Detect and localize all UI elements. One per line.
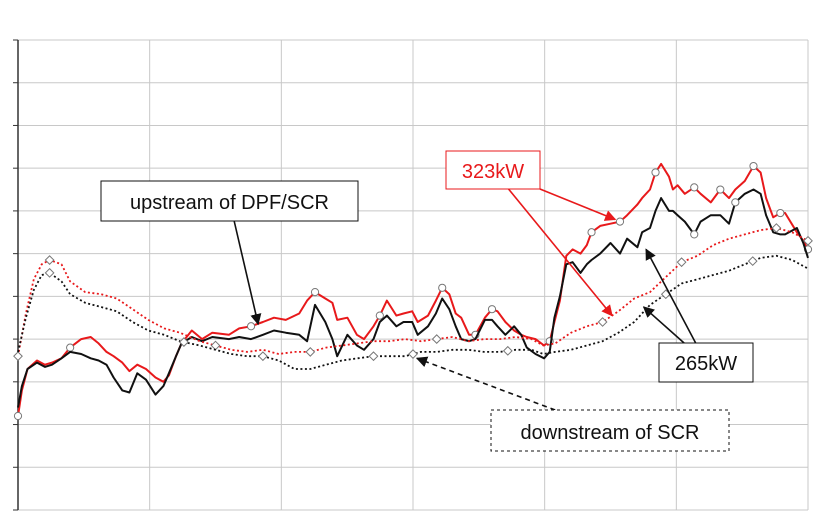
data-point-dn265: [178, 337, 189, 347]
data-point-dn265: [408, 349, 418, 359]
data-point-up323: [487, 305, 497, 314]
data-point-up323: [690, 183, 699, 192]
data-point-up323: [375, 311, 384, 320]
annotation-arrow-r323: [539, 188, 617, 221]
annotation-arrow-r323: [507, 188, 613, 317]
data-point-up323: [749, 161, 758, 171]
data-point-dn323: [431, 334, 442, 344]
data-point-up323: [651, 168, 660, 177]
data-point-up323: [716, 185, 725, 194]
data-point-dn323: [803, 235, 813, 246]
series-line-up265: [17, 188, 809, 408]
data-point-up323: [776, 208, 785, 218]
annotation-downstream: downstream of SCR: [490, 409, 730, 452]
annotation-323kw: 323kW: [445, 150, 541, 190]
annotation-upstream: upstream of DPF/SCR: [100, 180, 359, 222]
annotation-323kw-box: [445, 150, 541, 190]
axes: [13, 39, 19, 511]
series-line-dn323: [17, 227, 809, 357]
data-point-up323: [13, 411, 23, 421]
annotation-arrow-b265: [645, 248, 697, 344]
data-point-up265: [690, 230, 699, 239]
annotation-265kw: 265kW: [658, 342, 754, 383]
data-point-dn265: [368, 351, 379, 362]
annotation-arrow-b265: [642, 306, 685, 344]
annotation-265kw-box: [658, 342, 754, 383]
data-point-up323: [246, 322, 256, 331]
data-point-dn323: [13, 351, 23, 362]
data-point-dn265: [502, 345, 513, 356]
data-point-dn265: [257, 351, 268, 362]
annotation-downstream-label: downstream of SCR: [521, 422, 700, 444]
data-point-dn265: [44, 267, 55, 278]
annotation-labels: upstream of DPF/SCR 323kW 265kW downstre…: [100, 150, 754, 452]
data-point-dn323: [305, 347, 316, 357]
data-point-dn323: [676, 257, 687, 268]
annotation-upstream-label: upstream of DPF/SCR: [130, 192, 329, 214]
annotation-323kw-label: 323kW: [462, 161, 524, 183]
annotation-arrow-up: [233, 220, 262, 326]
data-point-up265: [731, 198, 740, 207]
annotation-upstream-box: [100, 180, 359, 222]
data-point-dn265: [747, 256, 758, 267]
data-point-dn323: [597, 317, 608, 327]
data-point-up323: [310, 287, 320, 297]
data-point-dn323: [210, 340, 221, 351]
data-point-up323: [587, 228, 596, 237]
data-point-up323: [615, 217, 625, 226]
series-line-up323: [17, 162, 809, 417]
annotation-downstream-box: [490, 409, 730, 452]
data-point-up323: [66, 343, 75, 352]
annotation-arrows: [233, 188, 697, 411]
annotation-265kw-label: 265kW: [675, 353, 737, 375]
data-point-up323: [438, 283, 447, 292]
series-layer: [13, 161, 813, 421]
annotation-arrow-down: [415, 356, 556, 411]
data-point-dn323: [771, 223, 782, 233]
data-point-dn323: [44, 255, 55, 265]
